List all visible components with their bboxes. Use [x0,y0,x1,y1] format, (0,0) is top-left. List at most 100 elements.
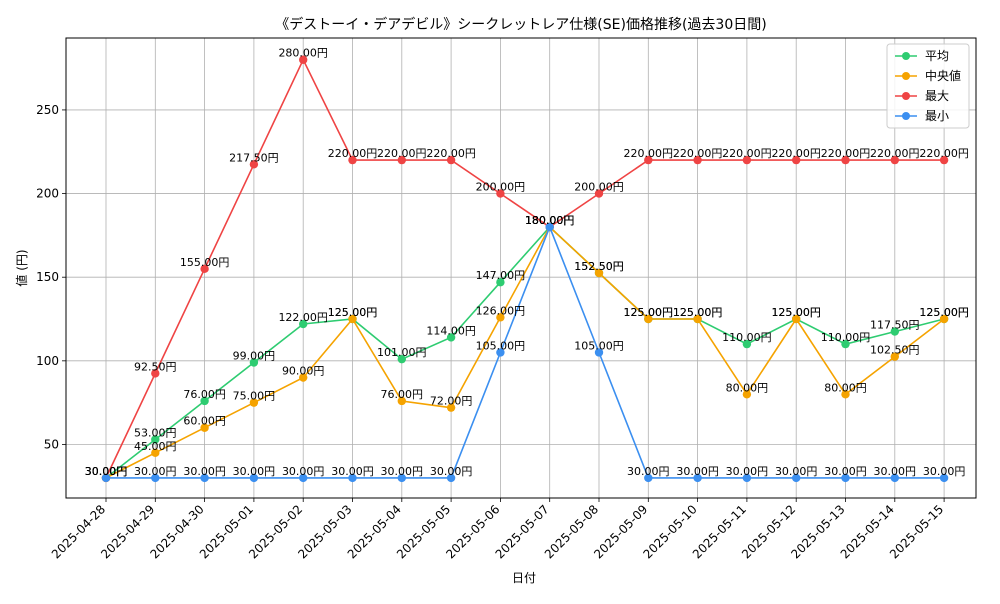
data-point [890,155,899,165]
data-label: 114.00円 [426,324,476,337]
data-point [446,473,456,483]
data-point [299,473,308,483]
data-label: 200.00円 [574,181,624,194]
data-label: 125.00円 [673,306,723,319]
data-point [249,160,259,169]
data-point [841,339,850,349]
data-point [101,473,111,483]
data-point [841,473,850,483]
data-point [939,473,949,483]
data-label: 155.00円 [180,256,230,269]
series-line [106,224,945,479]
data-label: 125.00円 [771,306,821,319]
data-label: 101.00円 [377,346,427,359]
data-point [594,189,604,198]
data-point [348,473,357,483]
data-label: 220.00円 [673,147,723,160]
data-label: 220.00円 [328,147,378,160]
data-point [545,222,554,232]
data-label: 180.00円 [525,214,575,227]
data-label: 72.00円 [430,395,473,408]
data-point [397,473,406,483]
data-point [742,155,752,165]
plot-frame [65,37,977,499]
data-label: 99.00円 [233,350,276,363]
data-label: 220.00円 [771,147,821,160]
data-point [249,398,259,407]
data-label: 102.50円 [870,344,920,357]
legend-marker [902,112,910,120]
series-line [105,225,945,479]
data-point [792,155,801,165]
data-point [693,155,702,165]
data-point [644,155,653,165]
data-point [249,473,259,483]
data-point [200,396,209,406]
data-point [742,339,752,349]
data-label: 125.00円 [919,306,969,319]
legend-entry: 平均 [925,49,949,63]
data-label: 30.00円 [726,465,769,478]
y-tick-label: 100 [36,354,59,368]
data-label: 45.00円 [134,440,177,453]
legend-marker [902,52,910,60]
data-point [496,189,505,198]
data-point [200,264,209,274]
data-point [446,333,456,342]
data-point [151,369,160,378]
data-point [890,352,899,361]
y-tick-label: 200 [36,187,59,201]
data-label: 125.00円 [624,306,674,319]
data-point [742,390,752,399]
data-label: 125.00円 [328,306,378,319]
data-label: 125.00円 [624,306,674,319]
data-label: 126.00円 [476,304,526,317]
data-label: 220.00円 [426,147,476,160]
data-point [594,348,604,357]
data-label: 125.00円 [328,306,378,319]
data-label: 30.00円 [233,465,276,478]
data-label: 30.00円 [381,465,424,478]
data-point [742,473,752,483]
data-label: 90.00円 [282,365,325,378]
data-label: 117.50円 [870,319,920,332]
data-point [792,314,801,324]
y-tick-label: 250 [36,103,59,117]
data-label: 180.00円 [525,214,575,227]
data-label: 110.00円 [722,331,772,344]
x-axis-label: 日付 [512,571,536,585]
series-lines [101,55,949,483]
data-point [151,473,160,483]
data-label: 92.50円 [134,360,177,373]
data-point [841,155,850,165]
data-point [200,473,209,483]
data-label: 30.00円 [627,465,670,478]
data-point [348,314,357,324]
data-label: 152.50円 [574,260,624,273]
data-label: 217.50円 [229,151,279,164]
data-label: 30.00円 [282,465,325,478]
series-line [105,57,945,479]
data-label: 30.00円 [85,465,128,478]
data-point [446,155,456,165]
data-point [446,403,456,412]
data-point [200,423,209,432]
data-label: 125.00円 [919,306,969,319]
series-line [105,225,945,479]
data-point [890,327,899,336]
data-label: 152.50円 [574,260,624,273]
data-point [299,55,308,64]
legend-entry: 中央値 [925,68,961,83]
data-label: 180.00円 [525,214,575,227]
data-point [644,473,653,483]
data-label: 30.00円 [85,465,128,478]
data-label: 30.00円 [85,465,128,478]
data-point [299,319,308,329]
data-point [939,155,949,165]
data-label: 105.00円 [476,339,526,352]
data-label: 30.00円 [183,465,226,478]
data-label: 220.00円 [722,147,772,160]
